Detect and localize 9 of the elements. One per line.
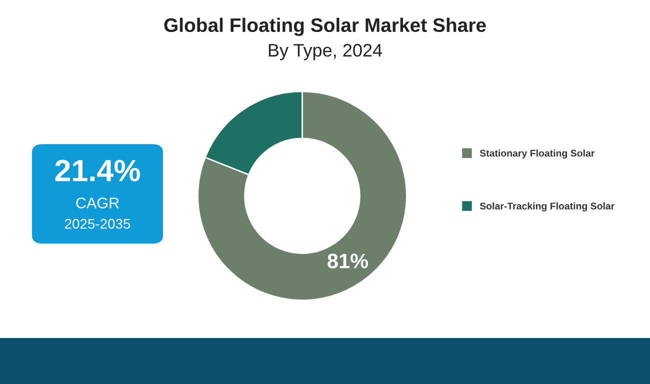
- legend-label: Stationary Floating Solar: [480, 150, 595, 159]
- text: 2025-2035: [64, 218, 130, 229]
- chart-subtitle: By Type, 2024: [268, 44, 382, 60]
- chart-title: Global Floating Solar Market Share: [164, 18, 486, 36]
- data-label: 81%: [328, 254, 368, 268]
- text: 21.4%: [55, 160, 140, 182]
- donut-slice: [197, 90, 408, 301]
- legend-label: Solar-Tracking Floating Solar: [480, 202, 615, 212]
- text: CAGR: [76, 198, 119, 208]
